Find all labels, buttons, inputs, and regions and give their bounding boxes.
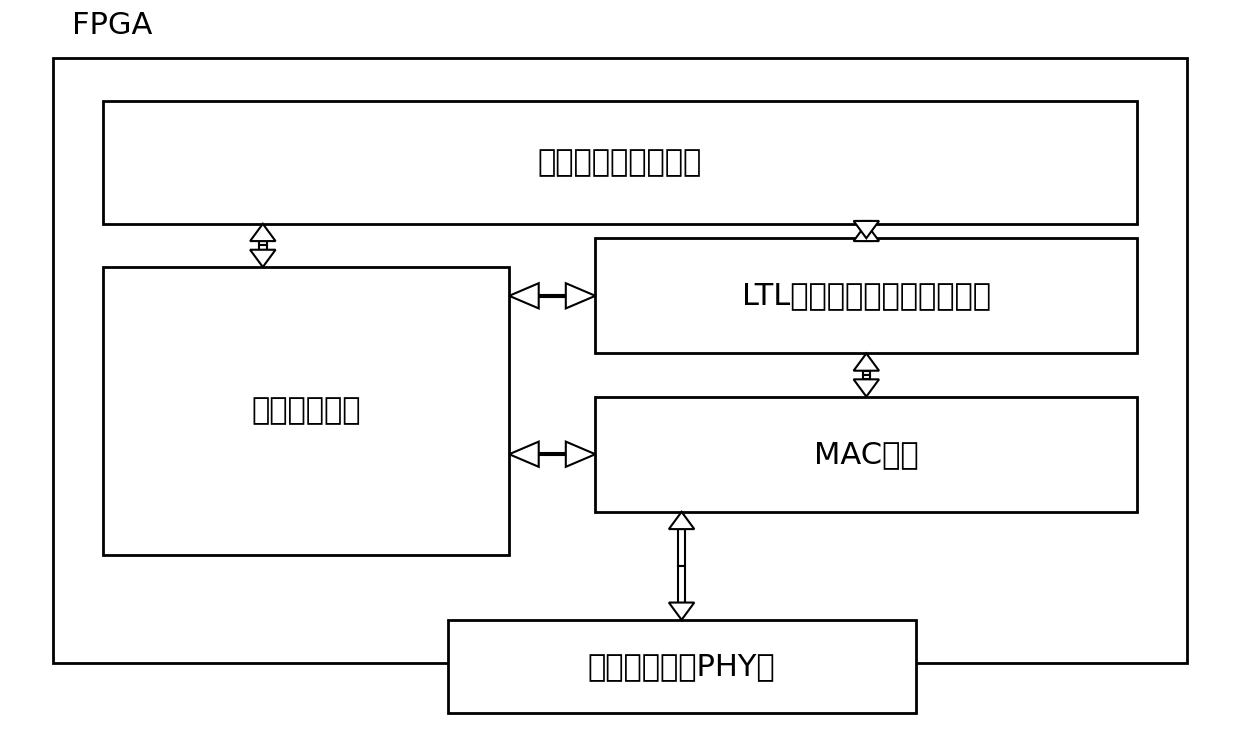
Polygon shape — [510, 283, 538, 308]
Polygon shape — [552, 294, 565, 297]
Polygon shape — [853, 224, 879, 241]
Polygon shape — [250, 224, 275, 241]
Text: FPGA: FPGA — [72, 11, 153, 40]
Polygon shape — [668, 602, 694, 620]
Polygon shape — [863, 375, 870, 379]
Polygon shape — [538, 294, 552, 297]
Bar — [595, 397, 1137, 512]
Polygon shape — [863, 370, 870, 375]
Polygon shape — [565, 441, 595, 467]
Polygon shape — [853, 221, 879, 238]
Polygon shape — [853, 354, 879, 370]
Bar — [448, 620, 915, 714]
Polygon shape — [552, 453, 565, 455]
Polygon shape — [853, 379, 879, 397]
Text: 计算逻辑单元组模块: 计算逻辑单元组模块 — [538, 148, 702, 177]
Bar — [595, 238, 1137, 354]
Text: 端口物理层（PHY）: 端口物理层（PHY） — [588, 652, 775, 681]
Text: LTL（轻量级传输协议）模块: LTL（轻量级传输协议）模块 — [742, 281, 991, 310]
Text: MAC模块: MAC模块 — [813, 440, 919, 468]
Polygon shape — [863, 221, 870, 231]
Polygon shape — [250, 250, 275, 267]
Polygon shape — [259, 245, 267, 250]
Polygon shape — [678, 566, 686, 602]
Text: 控制逻辑模块: 控制逻辑模块 — [252, 397, 361, 425]
Polygon shape — [538, 453, 552, 455]
Polygon shape — [678, 529, 686, 566]
Polygon shape — [863, 231, 870, 241]
Polygon shape — [668, 512, 694, 529]
Bar — [103, 102, 1137, 224]
Polygon shape — [565, 283, 595, 308]
Polygon shape — [510, 441, 538, 467]
Bar — [103, 267, 510, 555]
Bar — [53, 59, 1187, 663]
Polygon shape — [259, 241, 267, 245]
